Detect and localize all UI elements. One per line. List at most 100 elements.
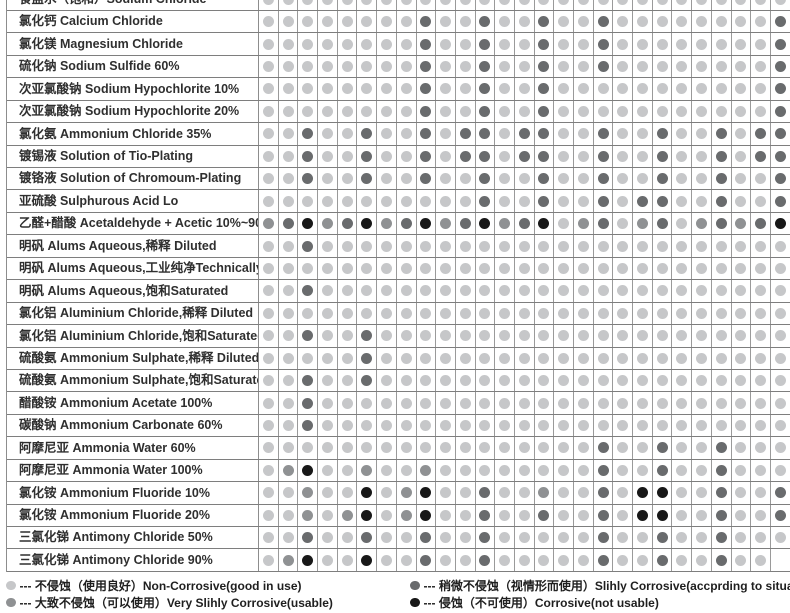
rating-cell: [259, 369, 279, 392]
rating-cell: [318, 549, 338, 571]
rating-cell: [554, 482, 574, 504]
rating-dot: [302, 61, 314, 73]
rating-cell: [357, 33, 378, 55]
rating-cell: [712, 10, 732, 33]
rating-dot: [676, 487, 688, 499]
rating-dot: [361, 105, 373, 117]
rating-dot: [715, 262, 727, 274]
rating-cell: [259, 325, 279, 347]
rating-dot: [676, 61, 688, 73]
rating-cell: [594, 100, 614, 123]
rating-cell: [456, 392, 476, 414]
rating-cell: [692, 100, 712, 123]
rating-dot: [735, 307, 747, 319]
rating-dot: [479, 509, 491, 521]
rating-dot: [558, 397, 570, 409]
rating-cell: [318, 369, 338, 392]
rating-cell: [732, 145, 752, 167]
rating-dot: [361, 173, 373, 185]
rating-cell: [672, 280, 693, 302]
rating-dot: [755, 442, 767, 454]
rating-dot: [302, 487, 314, 499]
rating-cell: [594, 325, 614, 347]
rating-dot: [676, 307, 688, 319]
rating-cell: [554, 369, 574, 392]
rating-dot: [695, 16, 707, 28]
legend-item-very-slightly-corrosive: --- 大致不侵蚀（可以使用）Very Slihly Corrosive(usa…: [0, 594, 404, 611]
rating-cell: [476, 235, 496, 257]
rating-cell: [771, 549, 790, 571]
rating-cell: [613, 459, 634, 482]
rating-cell: [377, 369, 397, 392]
rating-cell: [436, 235, 456, 257]
rating-cell: [377, 280, 397, 302]
rating-dot: [341, 487, 353, 499]
rating-dot: [656, 464, 668, 476]
rating-dot: [380, 330, 392, 342]
rating-dot: [440, 61, 452, 73]
rating-dot: [440, 240, 452, 252]
rating-cell: [692, 55, 712, 78]
rating-cell: [515, 78, 535, 100]
rating-cell: [653, 212, 673, 235]
rating-cell: [417, 392, 437, 414]
table-row: 阿摩尼亚 Ammonia Water 60%: [7, 437, 790, 460]
rating-cell: [298, 33, 319, 55]
rating-cell: [298, 280, 319, 302]
rating-cell: [338, 257, 358, 280]
rating-dot: [262, 150, 274, 162]
rating-cell: [515, 10, 535, 33]
rating-dot: [577, 509, 589, 521]
rating-dot: [656, 554, 668, 566]
table-row: 三氯化锑 Antimony Chloride 50%: [7, 527, 790, 550]
rating-dot: [577, 352, 589, 364]
rating-dot: [341, 420, 353, 432]
rating-cell: [417, 549, 437, 571]
rating-cell: [672, 504, 693, 526]
rating-cell: [318, 392, 338, 414]
rating-dot: [735, 442, 747, 454]
rating-cell: [279, 168, 299, 190]
rating-cell: [594, 482, 614, 504]
rating-cell: [397, 280, 417, 302]
rating-cell: [613, 257, 634, 280]
rating-cell: [318, 325, 338, 347]
rating-cell: [495, 145, 515, 167]
rating-dot: [735, 128, 747, 140]
rating-cell: [692, 347, 712, 369]
rating-dot: [617, 262, 629, 274]
rating-cell: [298, 347, 319, 369]
rating-dot: [499, 442, 511, 454]
rating-dot: [656, 128, 668, 140]
rating-dot: [302, 442, 314, 454]
table-row: 氯化铝 Aluminium Chloride,饱和Saturated: [7, 325, 790, 348]
rating-dot: [302, 240, 314, 252]
rating-cell: [298, 482, 319, 504]
rating-cell: [692, 527, 712, 549]
rating-cell: [613, 0, 634, 10]
rating-dot: [676, 105, 688, 117]
rating-cell: [692, 235, 712, 257]
rating-cell: [338, 33, 358, 55]
rating-dot: [656, 105, 668, 117]
rating-dot: [380, 173, 392, 185]
rating-dot: [676, 285, 688, 297]
rating-dot: [656, 0, 668, 5]
rating-cell: [318, 257, 338, 280]
rating-cell: [574, 257, 594, 280]
rating-cell: [712, 100, 732, 123]
rating-dot: [735, 532, 747, 544]
rating-dot: [361, 442, 373, 454]
rating-cell: [338, 325, 358, 347]
rating-dot: [400, 195, 412, 207]
rating-cell: [574, 302, 594, 325]
rating-cell: [259, 168, 279, 190]
rating-dot: [676, 352, 688, 364]
rating-dot: [420, 105, 432, 117]
rating-cell: [515, 0, 535, 10]
rating-cell: [259, 235, 279, 257]
rating-cell: [712, 55, 732, 78]
rating-dot: [518, 420, 530, 432]
rating-cell: [594, 190, 614, 212]
